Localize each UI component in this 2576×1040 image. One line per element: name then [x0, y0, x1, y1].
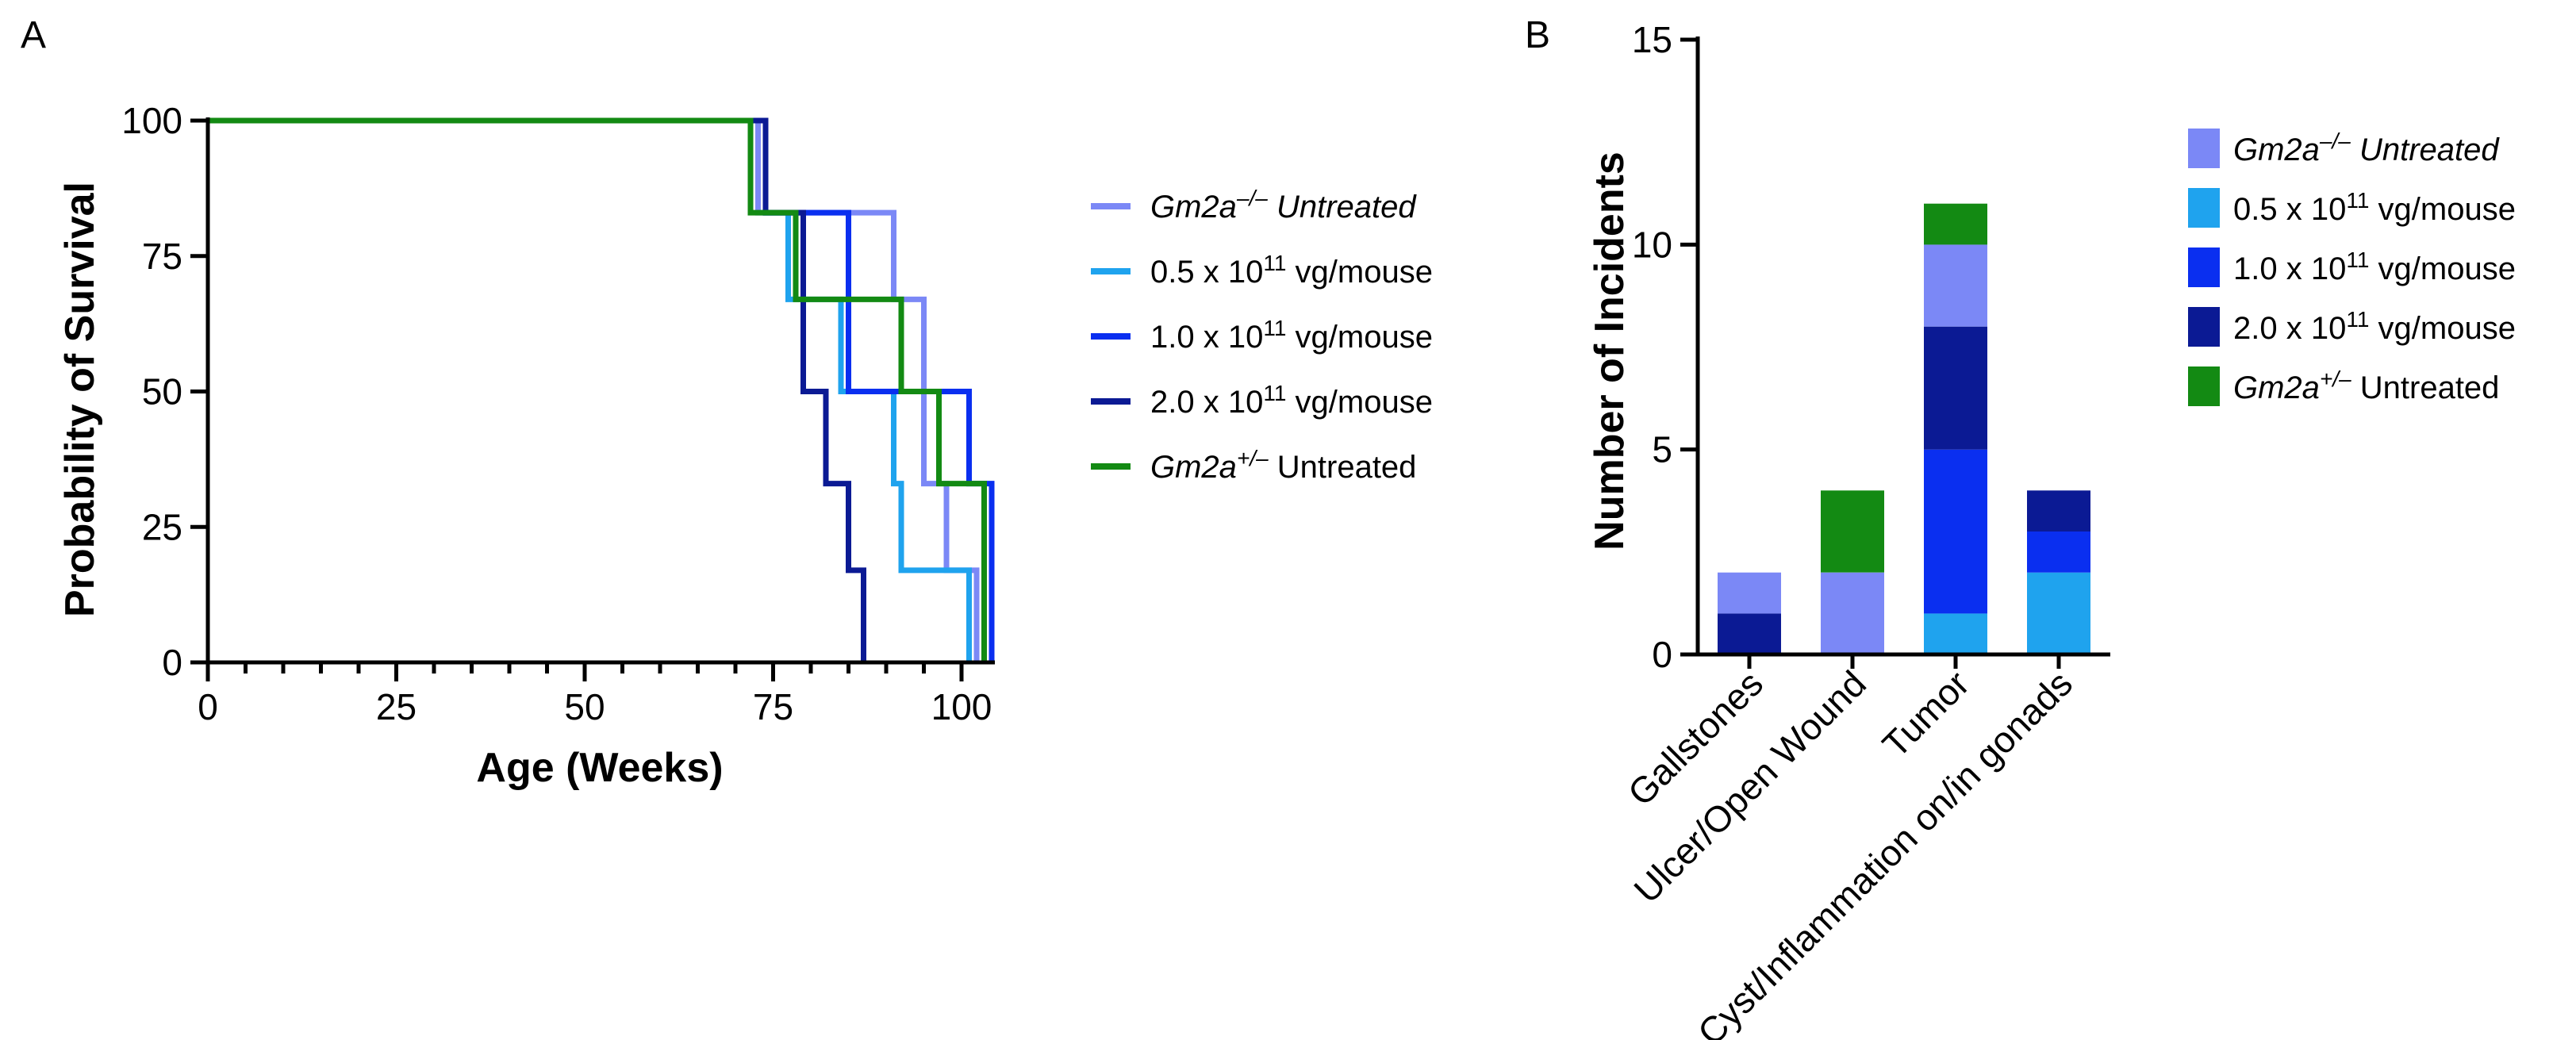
category-label-b: Cyst/Inflammation on/in gonads — [1690, 662, 2080, 1040]
legend-label-part: Untreated — [2351, 370, 2500, 405]
legend-label-part: vg/mouse — [1286, 255, 1433, 290]
legend-label-part: 2.0 x 10 — [1150, 385, 1263, 420]
panel-letter-a: A — [21, 14, 46, 56]
bar-segment-4-1 — [2027, 572, 2090, 654]
legend-label-part: –/– — [1236, 186, 1268, 210]
legend-label-part: vg/mouse — [2369, 311, 2516, 346]
survival-line-5 — [208, 117, 987, 662]
legend-label-a-1: Gm2a–/– Untreated — [1150, 186, 1417, 225]
legend-label-part: 11 — [2346, 188, 2369, 213]
legend-label-part: vg/mouse — [2369, 192, 2516, 227]
legend-label-part: Gm2a — [2233, 132, 2320, 167]
legend-label-part: 0.5 x 10 — [2233, 192, 2346, 227]
legend-label-part: 1.0 x 10 — [1150, 320, 1263, 355]
legend-label-part: 11 — [1263, 381, 1286, 405]
legend-swatch-b-3 — [2188, 248, 2220, 287]
legend-label-part: Untreated — [1268, 190, 1418, 225]
legend-label-b-4: 2.0 x 1011 vg/mouse — [2233, 307, 2516, 347]
bar-segment-1-3 — [1718, 613, 1781, 654]
legend-label-b-1: Gm2a–/– Untreated — [2233, 129, 2500, 168]
legend-label-part: +/– — [2320, 366, 2351, 391]
legend-swatch-b-2 — [2188, 188, 2220, 228]
bar-segment-2-5 — [1821, 490, 1884, 573]
bar-segment-4-3 — [2027, 490, 2090, 532]
legend-label-part: vg/mouse — [1286, 385, 1433, 420]
legend-label-part: 11 — [1263, 316, 1286, 340]
bar-segment-2-4 — [1821, 572, 1884, 654]
bar-segment-3-2 — [1924, 449, 1987, 614]
x-tick-label-a: 75 — [753, 686, 793, 727]
y-tick-label-a: 75 — [142, 236, 182, 277]
bar-segment-3-5 — [1924, 203, 1987, 245]
legend-swatch-b-5 — [2188, 366, 2220, 406]
y-tick-label-a: 0 — [162, 642, 182, 683]
legend-label-part: 0.5 x 10 — [1150, 255, 1263, 290]
bar-segment-3-3 — [1924, 326, 1987, 450]
y-tick-label-b: 10 — [1632, 224, 1672, 265]
y-axis-title-a: Probability of Survival — [57, 182, 103, 617]
legend-label-part: +/– — [1237, 446, 1269, 470]
legend-label-part: Untreated — [2351, 132, 2501, 167]
legend-label-a-2: 0.5 x 1011 vg/mouse — [1150, 251, 1433, 290]
survival-line-3 — [208, 117, 995, 662]
bar-segment-4-2 — [2027, 532, 2090, 573]
legend-label-a-3: 1.0 x 1011 vg/mouse — [1150, 316, 1433, 355]
legend-label-part: Gm2a — [2233, 370, 2320, 405]
legend-swatch-b-4 — [2188, 307, 2220, 347]
bar-segment-3-4 — [1924, 244, 1987, 327]
panel-letter-b: B — [1525, 14, 1550, 56]
x-tick-label-a: 50 — [564, 686, 605, 727]
y-tick-label-a: 50 — [142, 371, 182, 413]
legend-label-part: 1.0 x 10 — [2233, 251, 2346, 286]
legend-label-part: –/– — [2319, 129, 2351, 153]
legend-label-part: Gm2a — [1150, 190, 1237, 225]
x-axis-title-a: Age (Weeks) — [476, 745, 723, 791]
y-tick-label-b: 0 — [1652, 634, 1672, 675]
legend-label-b-2: 0.5 x 1011 vg/mouse — [2233, 188, 2516, 228]
category-label-b: Tumor — [1875, 662, 1978, 766]
legend-label-a-5: Gm2a+/– Untreated — [1150, 446, 1416, 485]
legend-label-part: vg/mouse — [2369, 251, 2516, 286]
legend-label-part: 2.0 x 10 — [2233, 311, 2346, 346]
legend-label-part: Gm2a — [1150, 450, 1237, 485]
y-axis-title-b: Number of Incidents — [1587, 152, 1633, 551]
legend-label-a-4: 2.0 x 1011 vg/mouse — [1150, 381, 1433, 420]
legend-label-part: 11 — [2346, 248, 2369, 272]
y-tick-label-a: 25 — [142, 506, 182, 547]
bar-segment-3-1 — [1924, 613, 1987, 654]
survival-line-4 — [208, 117, 866, 662]
legend-label-b-3: 1.0 x 1011 vg/mouse — [2233, 248, 2516, 287]
legend-swatch-b-1 — [2188, 129, 2220, 168]
legend-label-part: vg/mouse — [1286, 320, 1433, 355]
y-tick-label-b: 5 — [1652, 429, 1672, 470]
bar-segment-1-4 — [1718, 572, 1781, 614]
legend-label-b-5: Gm2a+/– Untreated — [2233, 366, 2499, 406]
legend-label-part: 11 — [2346, 307, 2369, 332]
legend-label-part: Untreated — [1269, 450, 1417, 485]
x-tick-label-a: 0 — [198, 686, 218, 727]
x-tick-label-a: 25 — [376, 686, 417, 727]
y-tick-label-b: 15 — [1632, 19, 1672, 60]
panel-a: A 0 25 50 75 100 0 25 50 75 100 Age (Weeks) Probabil… — [21, 14, 1433, 791]
y-tick-label-a: 100 — [121, 100, 182, 141]
legend-label-part: 11 — [1263, 251, 1286, 275]
x-tick-label-a: 100 — [931, 686, 992, 727]
